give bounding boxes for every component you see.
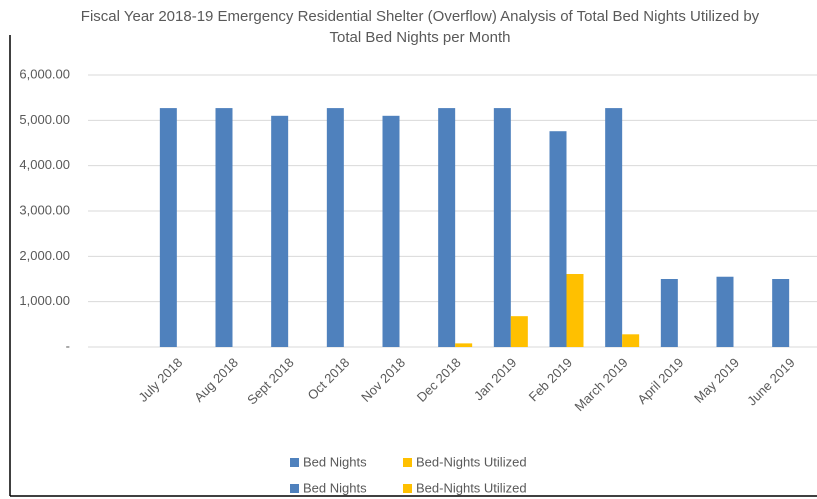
bar [271,115,289,347]
x-tick-label: July 2018 [135,355,185,405]
x-tick-label: Feb 2019 [526,355,575,404]
bar [159,108,177,348]
x-tick-label: March 2019 [572,355,631,414]
legend-swatch [403,484,412,493]
legend-label: Bed Nights [303,454,367,469]
y-tick-label: - [66,338,70,353]
y-tick-label: 3,000.00 [19,202,70,217]
y-tick-label: 2,000.00 [19,248,70,263]
chart-title: Fiscal Year 2018-19 Emergency Residentia… [80,8,760,46]
bar [382,115,400,347]
legend-label: Bed Nights [303,480,367,495]
bar [215,108,233,348]
y-tick-label: 1,000.00 [19,293,70,308]
x-tick-label: April 2019 [634,355,686,407]
legend-label: Bed-Nights Utilized [416,454,527,469]
legend-swatch [403,458,412,467]
legend-swatch [290,484,299,493]
y-tick-label: 6,000.00 [19,66,70,81]
bar [566,274,584,347]
y-tick-label: 4,000.00 [19,157,70,172]
x-tick-label: Nov 2018 [358,355,408,405]
bar [716,276,734,347]
x-tick-label: Sept 2018 [244,355,297,408]
x-tick-label: May 2019 [691,355,742,406]
x-tick-label: Dec 2018 [414,355,464,405]
bar [438,108,456,348]
legend-swatch [290,458,299,467]
x-tick-label: Oct 2018 [304,355,352,403]
bar [549,131,567,347]
bar [493,108,511,348]
bar [605,108,623,348]
bar [622,334,640,347]
bar [660,279,678,347]
bar [510,316,528,347]
x-tick-label: Jan 2019 [471,355,519,403]
x-tick-label: June 2019 [744,355,798,409]
x-tick-label: Aug 2018 [191,355,241,405]
bar [772,279,790,347]
y-tick-label: 5,000.00 [19,112,70,127]
bar [326,108,344,348]
legend-label: Bed-Nights Utilized [416,480,527,495]
bar [455,343,473,347]
